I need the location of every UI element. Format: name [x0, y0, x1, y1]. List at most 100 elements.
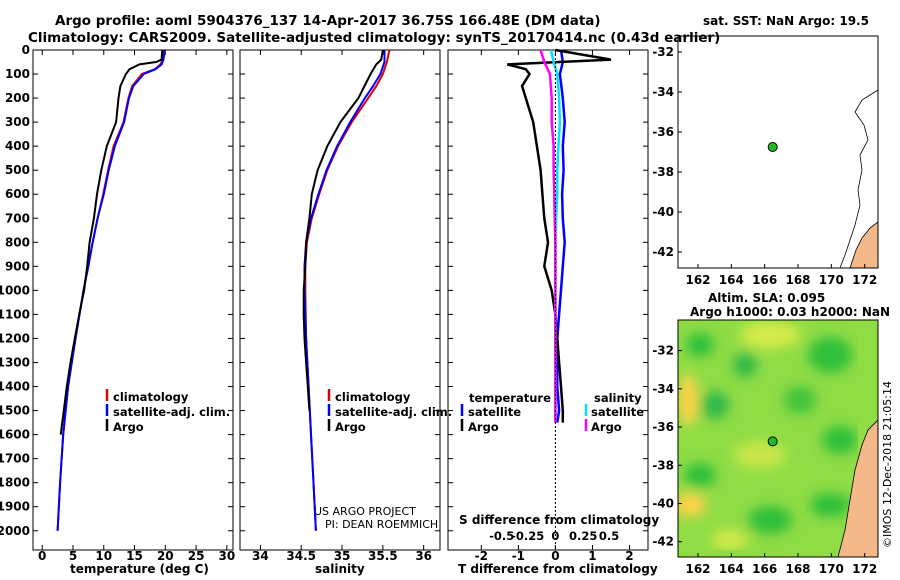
diff-legend-temperature-title: temperature — [469, 391, 551, 405]
x-tick-label: 35 — [334, 549, 351, 563]
salinity-panel-frame — [239, 49, 441, 551]
x-tick-label: 2 — [625, 549, 633, 563]
x-tick-label: 10 — [95, 549, 112, 563]
y-tick-label: 1800 — [0, 476, 30, 490]
series-line-argo — [302, 49, 384, 411]
map-x-tick-label: 166 — [752, 562, 777, 576]
y-tick-label: 1400 — [0, 380, 30, 394]
diff-legend-salinity-title: salinity — [594, 391, 642, 405]
salinity-xlabel: salinity — [315, 562, 365, 576]
sla-heatmap — [678, 320, 878, 557]
sal-legend-argo: Argo — [335, 420, 366, 434]
y-tick-label: 200 — [5, 91, 30, 105]
sla-map-title-line1: Altim. SLA: 0.095 — [708, 291, 826, 305]
map-x-tick-label: 172 — [852, 562, 877, 576]
sla-map-frame — [677, 319, 879, 558]
series-line-argo-t — [506, 48, 612, 423]
x-tick-label: 36 — [415, 549, 432, 563]
map-x-tick-label: 168 — [785, 562, 810, 576]
y-tick-label: 2000 — [0, 524, 30, 538]
x-tick-label: -2 — [475, 549, 488, 563]
x-tick-label: 20 — [157, 549, 174, 563]
map-x-tick-label: 164 — [719, 273, 744, 287]
x-tick-label: 15 — [126, 549, 143, 563]
map-x-tick-label: 172 — [852, 273, 877, 287]
map-y-tick-label: -42 — [652, 245, 674, 259]
argo-location-marker — [767, 142, 778, 152]
series-line-satellite-adj-clim- — [56, 49, 166, 531]
map-y-tick-label: -40 — [652, 496, 674, 510]
map-y-tick-label: -38 — [652, 458, 674, 472]
difference-xlabel: T difference from climatology — [458, 562, 658, 576]
sal-legend-satellite: satellite-adj. clim. — [335, 405, 453, 419]
y-tick-label: 800 — [5, 235, 30, 249]
sal-legend-climatology: climatology — [335, 390, 411, 404]
map-y-tick-label: -32 — [652, 344, 674, 358]
argo-location-marker — [767, 436, 778, 447]
y-tick-label: 600 — [5, 187, 30, 201]
map-y-tick-label: -36 — [652, 420, 674, 434]
y-tick-label: 1000 — [0, 283, 30, 297]
map-x-tick-label: 170 — [819, 562, 844, 576]
credit-pi: PI: DEAN ROEMMICH — [325, 518, 439, 531]
s-tick-label: 0.25 — [569, 529, 597, 543]
s-tick-label: -0.5 — [489, 529, 514, 543]
sst-map-title: sat. SST: NaN Argo: 19.5 — [703, 14, 869, 28]
y-tick-label: 1600 — [0, 428, 30, 442]
sst-map-frame — [677, 35, 879, 269]
map-y-tick-label: -40 — [652, 205, 674, 219]
series-line-satellite-adj-clim- — [303, 50, 386, 531]
diff-legend-t-satellite: satellite — [468, 405, 522, 419]
s-tick-label: -0.25 — [511, 529, 544, 543]
x-tick-label: 35.5 — [368, 549, 398, 563]
temp-legend-climatology: climatology — [113, 390, 189, 404]
y-tick-label: 0 — [22, 43, 30, 57]
y-tick-label: 1700 — [0, 452, 30, 466]
x-tick-label: 0 — [38, 549, 46, 563]
y-tick-label: 1100 — [0, 307, 30, 321]
x-tick-label: 0 — [551, 549, 559, 563]
figure-title-line1: Argo profile: aoml 5904376_137 14-Apr-20… — [55, 13, 601, 29]
credit-project: US ARGO PROJECT — [314, 505, 416, 518]
map-y-tick-label: -34 — [652, 85, 674, 99]
map-x-tick-label: 162 — [685, 562, 710, 576]
map-y-tick-label: -38 — [652, 165, 674, 179]
y-tick-label: 400 — [5, 139, 30, 153]
sla-map-title-line2: Argo h1000: 0.03 h2000: NaN — [690, 305, 891, 319]
map-x-tick-label: 168 — [785, 273, 810, 287]
y-tick-label: 300 — [5, 115, 30, 129]
figure-title-line2: Climatology: CARS2009. Satellite-adjuste… — [28, 30, 721, 46]
map-x-tick-label: 166 — [752, 273, 777, 287]
map-y-tick-label: -32 — [652, 45, 674, 59]
s-difference-label: S difference from climatology — [459, 513, 660, 527]
x-tick-label: 25 — [188, 549, 205, 563]
difference-panel-frame — [447, 49, 649, 551]
x-tick-label: 30 — [218, 549, 235, 563]
temperature-xlabel: temperature (deg C) — [70, 562, 209, 576]
temp-legend-satellite: satellite-adj. clim. — [113, 405, 231, 419]
s-tick-label: 0.5 — [599, 529, 619, 543]
map-y-tick-label: -36 — [652, 125, 674, 139]
s-tick-label: 0 — [551, 529, 559, 543]
series-line-argo — [59, 49, 164, 435]
x-tick-label: 34.5 — [286, 549, 316, 563]
map-x-tick-label: 164 — [719, 562, 744, 576]
x-tick-label: 1 — [588, 549, 596, 563]
y-tick-label: 1300 — [0, 356, 30, 370]
y-tick-label: 1900 — [0, 500, 30, 514]
y-tick-label: 500 — [5, 163, 30, 177]
temp-legend-argo: Argo — [113, 420, 144, 434]
map-y-tick-label: -34 — [652, 382, 674, 396]
map-x-tick-label: 162 — [685, 273, 710, 287]
x-tick-label: -1 — [512, 549, 525, 563]
x-tick-label: 34 — [252, 549, 269, 563]
map-x-tick-label: 170 — [819, 273, 844, 287]
y-tick-label: 100 — [5, 67, 30, 81]
x-tick-label: 5 — [69, 549, 77, 563]
diff-legend-s-satellite: satellite — [591, 405, 645, 419]
y-tick-label: 900 — [5, 259, 30, 273]
sst-land — [839, 89, 878, 268]
series-line-satellite-t — [556, 49, 566, 423]
series-line-climatology — [304, 49, 391, 531]
y-tick-label: 1500 — [0, 404, 30, 418]
